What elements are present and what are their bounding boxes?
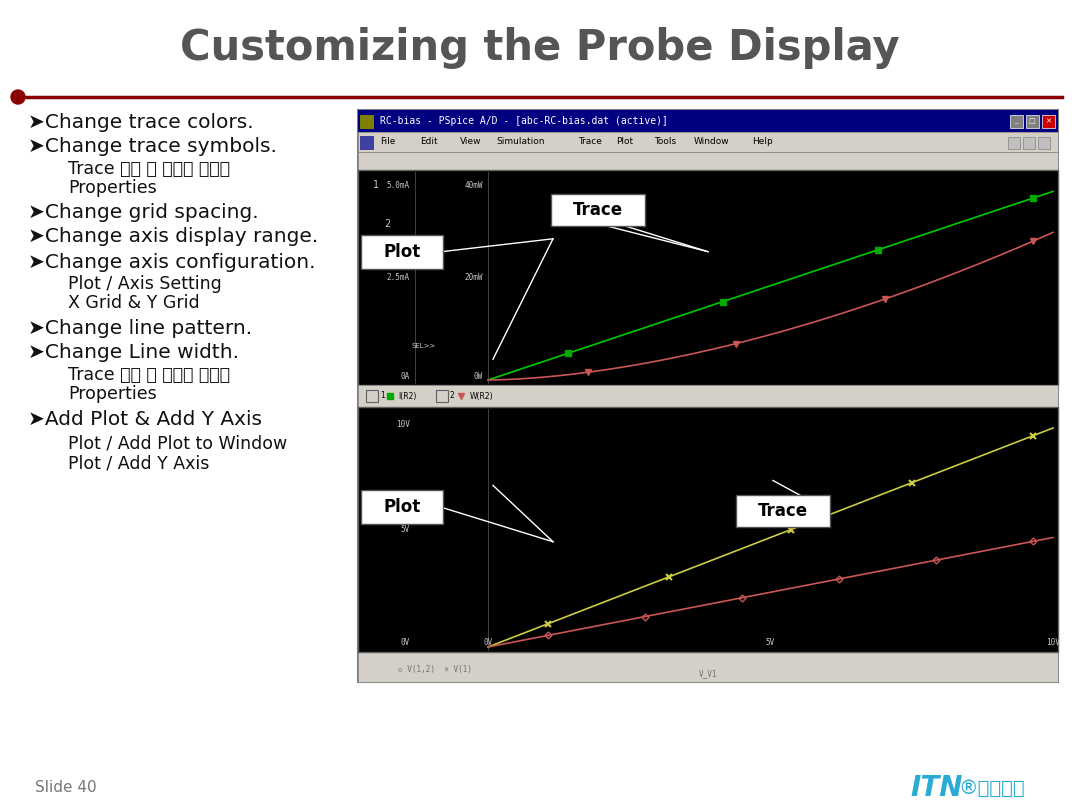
- Text: Properties: Properties: [68, 385, 157, 403]
- Text: X Grid & Y Grid: X Grid & Y Grid: [68, 294, 200, 312]
- Text: ➤Change trace symbols.: ➤Change trace symbols.: [28, 138, 276, 156]
- Text: Plot: Plot: [383, 243, 420, 261]
- Text: 0V: 0V: [484, 638, 492, 647]
- Text: _: _: [1014, 118, 1017, 125]
- Text: ➤Add Plot & Add Y Axis: ➤Add Plot & Add Y Axis: [28, 410, 262, 428]
- Text: Trace: Trace: [758, 501, 808, 519]
- FancyBboxPatch shape: [1023, 137, 1035, 149]
- Text: 5V: 5V: [766, 638, 775, 647]
- Text: 2: 2: [384, 219, 390, 228]
- FancyBboxPatch shape: [360, 115, 374, 129]
- FancyBboxPatch shape: [360, 136, 374, 150]
- FancyBboxPatch shape: [357, 170, 1058, 385]
- Text: ✕: ✕: [1045, 118, 1051, 125]
- FancyBboxPatch shape: [361, 235, 443, 269]
- Text: 5.0mA: 5.0mA: [387, 181, 410, 190]
- Text: ➤Change trace colors.: ➤Change trace colors.: [28, 113, 254, 131]
- Text: ◇ V(1,2)  × V(1): ◇ V(1,2) × V(1): [399, 665, 472, 674]
- Text: ➤Change line pattern.: ➤Change line pattern.: [28, 318, 252, 338]
- FancyBboxPatch shape: [1026, 115, 1039, 128]
- Text: Window: Window: [694, 138, 730, 147]
- Text: Help: Help: [752, 138, 773, 147]
- FancyBboxPatch shape: [357, 385, 1058, 407]
- Text: Plot / Axis Setting: Plot / Axis Setting: [68, 275, 221, 293]
- FancyBboxPatch shape: [357, 652, 1058, 682]
- FancyBboxPatch shape: [357, 407, 1058, 652]
- Text: 0W: 0W: [474, 372, 483, 381]
- Text: ➤Change axis configuration.: ➤Change axis configuration.: [28, 254, 315, 272]
- Text: ITN: ITN: [910, 774, 962, 802]
- FancyBboxPatch shape: [1008, 137, 1020, 149]
- Text: 0V: 0V: [401, 637, 410, 646]
- Text: 2: 2: [450, 391, 455, 400]
- Text: Tools: Tools: [654, 138, 676, 147]
- Text: Edit: Edit: [420, 138, 437, 147]
- FancyBboxPatch shape: [551, 194, 645, 226]
- Text: 20mW: 20mW: [464, 273, 483, 282]
- Text: Slide 40: Slide 40: [35, 781, 96, 795]
- Text: V_V1: V_V1: [699, 669, 717, 678]
- Text: Trace 선택 후 오른쪽 마우스: Trace 선택 후 오른쪽 마우스: [68, 160, 230, 178]
- FancyBboxPatch shape: [357, 152, 1058, 170]
- Circle shape: [11, 90, 25, 104]
- Text: 1: 1: [373, 180, 379, 190]
- Text: Simulation: Simulation: [496, 138, 544, 147]
- Text: Trace: Trace: [572, 201, 623, 219]
- Text: Plot / Add Plot to Window: Plot / Add Plot to Window: [68, 434, 287, 452]
- Text: W(R2): W(R2): [470, 391, 494, 400]
- Text: 5V: 5V: [401, 525, 410, 534]
- Text: ➤Change Line width.: ➤Change Line width.: [28, 343, 239, 363]
- Text: Trace: Trace: [578, 138, 602, 147]
- Text: I(R2): I(R2): [399, 391, 417, 400]
- Text: Plot: Plot: [616, 138, 633, 147]
- FancyBboxPatch shape: [357, 110, 1058, 132]
- FancyBboxPatch shape: [357, 110, 1058, 682]
- FancyBboxPatch shape: [735, 495, 831, 526]
- Text: Trace 선택 후 오른쪽 마우스: Trace 선택 후 오른쪽 마우스: [68, 366, 230, 384]
- Text: Plot / Add Y Axis: Plot / Add Y Axis: [68, 454, 210, 472]
- Text: 10V: 10V: [396, 420, 410, 428]
- Text: □: □: [1028, 118, 1036, 125]
- Text: 1: 1: [380, 391, 384, 400]
- Text: 2.5mA: 2.5mA: [387, 273, 410, 282]
- Text: Plot: Plot: [383, 498, 420, 516]
- Text: File: File: [380, 138, 395, 147]
- Text: SEL>>: SEL>>: [411, 343, 436, 349]
- Text: Properties: Properties: [68, 179, 157, 197]
- Text: RC-bias - PSpice A/D - [abc-RC-bias.dat (active)]: RC-bias - PSpice A/D - [abc-RC-bias.dat …: [380, 116, 667, 126]
- Text: View: View: [460, 138, 482, 147]
- FancyBboxPatch shape: [357, 132, 1058, 152]
- FancyBboxPatch shape: [1042, 115, 1055, 128]
- FancyBboxPatch shape: [1010, 115, 1023, 128]
- Text: ➤Change grid spacing.: ➤Change grid spacing.: [28, 202, 258, 221]
- FancyBboxPatch shape: [361, 490, 443, 524]
- FancyBboxPatch shape: [1038, 137, 1050, 149]
- Text: Customizing the Probe Display: Customizing the Probe Display: [180, 27, 900, 69]
- Text: 40mW: 40mW: [464, 181, 483, 190]
- Text: ®아이티애: ®아이티애: [958, 778, 1025, 798]
- Text: ➤Change axis display range.: ➤Change axis display range.: [28, 228, 319, 246]
- Text: 0A: 0A: [401, 372, 410, 381]
- Text: 10V: 10V: [1047, 638, 1059, 647]
